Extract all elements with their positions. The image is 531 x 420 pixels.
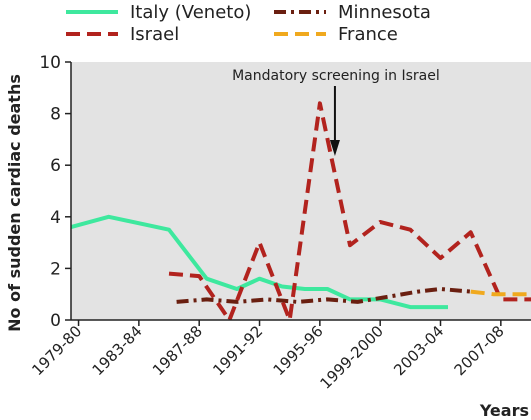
x-tick-label: 1983-84: [89, 322, 146, 379]
x-tick-label: 1991-92: [209, 322, 266, 379]
x-axis-label: Years: [479, 401, 529, 420]
x-tick-label: 2007-08: [451, 322, 508, 379]
y-tick-label: 2: [50, 259, 61, 279]
series-line-france: [470, 289, 531, 297]
legend-label: Minnesota: [338, 2, 431, 23]
y-axis-label: No of sudden cardiac deaths: [5, 74, 24, 332]
y-tick-label: 6: [50, 156, 61, 176]
legend-label: Israel: [130, 24, 179, 45]
annotation-label: Mandatory screening in Israel: [232, 68, 440, 84]
y-tick-label: 0: [50, 311, 61, 331]
y-tick-label: 4: [50, 208, 61, 228]
series-line-israel: [168, 101, 531, 322]
x-tick-label: 1999-2000: [316, 322, 387, 393]
series-line-minnesota: [176, 287, 471, 304]
annotation-arrow-head: [329, 140, 340, 156]
legend-label: Italy (Veneto): [130, 2, 251, 23]
legend-label: France: [338, 24, 398, 45]
x-tick-label: 2003-04: [390, 322, 447, 379]
x-tick-label: 1995-96: [270, 322, 327, 379]
plot-area: [71, 62, 531, 320]
y-tick-label: 8: [50, 105, 61, 125]
x-tick-label: 1987-88: [149, 322, 206, 379]
y-tick-label: 10: [39, 53, 61, 73]
